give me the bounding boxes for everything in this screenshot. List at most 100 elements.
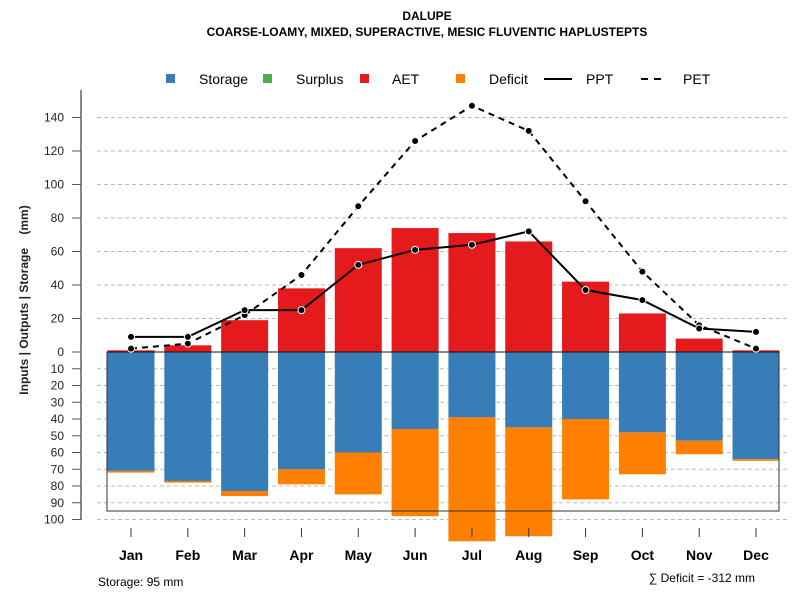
y-tick-label: 100 (44, 513, 64, 527)
storage-bar (221, 352, 269, 492)
legend-label: AET (392, 71, 420, 87)
x-tick-label: May (345, 547, 372, 563)
deficit-bar (505, 427, 553, 537)
storage-bar (562, 352, 610, 419)
ppt-point (240, 306, 249, 315)
deficit-bar (618, 432, 666, 475)
y-tick-label: 40 (51, 278, 65, 292)
legend-swatch-storage (166, 74, 175, 83)
y-tick-label: 60 (51, 446, 65, 460)
x-tick-label: Jun (403, 547, 428, 563)
ppt-point (297, 306, 306, 315)
bars (107, 228, 780, 542)
legend-swatch-aet (360, 74, 369, 83)
y-tick-label: 140 (44, 111, 64, 125)
y-tick-label: 40 (51, 412, 65, 426)
ppt-point (581, 286, 590, 295)
pet-point (354, 202, 363, 211)
x-axis: Jan Feb Mar Apr May Jun Jul Aug Sep Oct Nov Dec (119, 528, 769, 563)
deficit-bar (675, 440, 723, 455)
deficit-bar (391, 429, 439, 517)
legend-label: PET (683, 71, 711, 87)
x-tick-label: Oct (631, 547, 655, 563)
y-tick-label: 100 (44, 178, 64, 192)
y-tick-label: 50 (51, 429, 65, 443)
storage-bar (277, 352, 325, 470)
pet-point (127, 344, 135, 353)
ppt-point (695, 324, 704, 333)
legend-label: PPT (586, 71, 614, 87)
deficit-annotation: ∑ Deficit = -312 mm (649, 571, 755, 585)
chart-subtitle: COARSE-LOAMY, MIXED, SUPERACTIVE, MESIC … (207, 25, 648, 39)
legend-swatch-deficit (456, 74, 465, 83)
storage-bar (448, 352, 496, 418)
legend-swatch-surplus (263, 74, 272, 83)
x-tick-label: Nov (686, 547, 713, 563)
chart-title: DALUPE (402, 9, 451, 23)
ppt-point (354, 260, 363, 269)
pet-point (581, 197, 590, 206)
aet-bar (164, 345, 212, 352)
legend: Storage Surplus AET Deficit PPT PET (166, 71, 711, 87)
legend-label: Deficit (489, 71, 528, 87)
ppt-point (638, 296, 647, 305)
deficit-bar (448, 417, 496, 542)
deficit-bar (334, 452, 382, 495)
pet-line (130, 104, 757, 350)
y-tick-label: 120 (44, 144, 64, 158)
x-tick-label: Apr (289, 547, 314, 563)
x-tick-label: Jan (119, 547, 143, 563)
aet-bar (277, 288, 325, 352)
legend-label: Storage (199, 71, 248, 87)
pet-point (467, 101, 476, 110)
legend-label: Surplus (296, 71, 343, 87)
y-axis: 0 20 40 60 80 100 120 140 10 20 30 40 50 60 70 80 90 100 (44, 90, 82, 527)
y-tick-label: 80 (51, 211, 65, 225)
y-tick-label: 60 (51, 245, 65, 259)
y-tick-label: 70 (51, 462, 65, 476)
pet-point (183, 339, 192, 348)
deficit-bar (732, 459, 780, 461)
storage-bar (334, 352, 382, 453)
y-tick-label: 90 (51, 496, 65, 510)
y-tick-label: 20 (51, 312, 65, 326)
ppt-point (127, 332, 135, 341)
y-axis-title: Inputs | Outputs | Storage (mm) (17, 205, 31, 394)
pet-point (411, 136, 420, 145)
lines (127, 101, 761, 353)
aet-bar (618, 313, 666, 352)
x-tick-label: Jul (462, 547, 482, 563)
aet-bar (675, 338, 723, 352)
aet-bar (505, 241, 553, 352)
ppt-point (467, 240, 476, 249)
gridlines (97, 117, 787, 520)
ppt-point (183, 332, 192, 341)
y-tick-label: 80 (51, 479, 65, 493)
storage-bar (505, 352, 553, 428)
storage-annotation: Storage: 95 mm (98, 575, 183, 589)
deficit-bar (107, 470, 155, 473)
pet-point (297, 270, 306, 279)
storage-bar (164, 352, 212, 481)
x-tick-label: Aug (515, 547, 542, 563)
pet-point (524, 126, 533, 135)
aet-bar (221, 320, 269, 352)
pet-point (752, 344, 761, 353)
ppt-line (131, 230, 757, 338)
x-tick-label: Feb (175, 547, 200, 563)
storage-bar (107, 352, 155, 471)
x-tick-label: Dec (743, 547, 769, 563)
y-tick-label: 0 (57, 345, 64, 359)
aet-bar (448, 233, 496, 352)
ppt-point (524, 227, 533, 236)
y-tick-label: 10 (51, 362, 65, 376)
deficit-bar (221, 491, 269, 497)
x-tick-label: Sep (573, 547, 599, 563)
deficit-bar (277, 469, 325, 485)
storage-bar (391, 352, 439, 430)
ppt-point (411, 245, 420, 254)
ppt-point (752, 327, 761, 336)
storage-bar (732, 352, 780, 460)
deficit-bar (562, 419, 610, 500)
